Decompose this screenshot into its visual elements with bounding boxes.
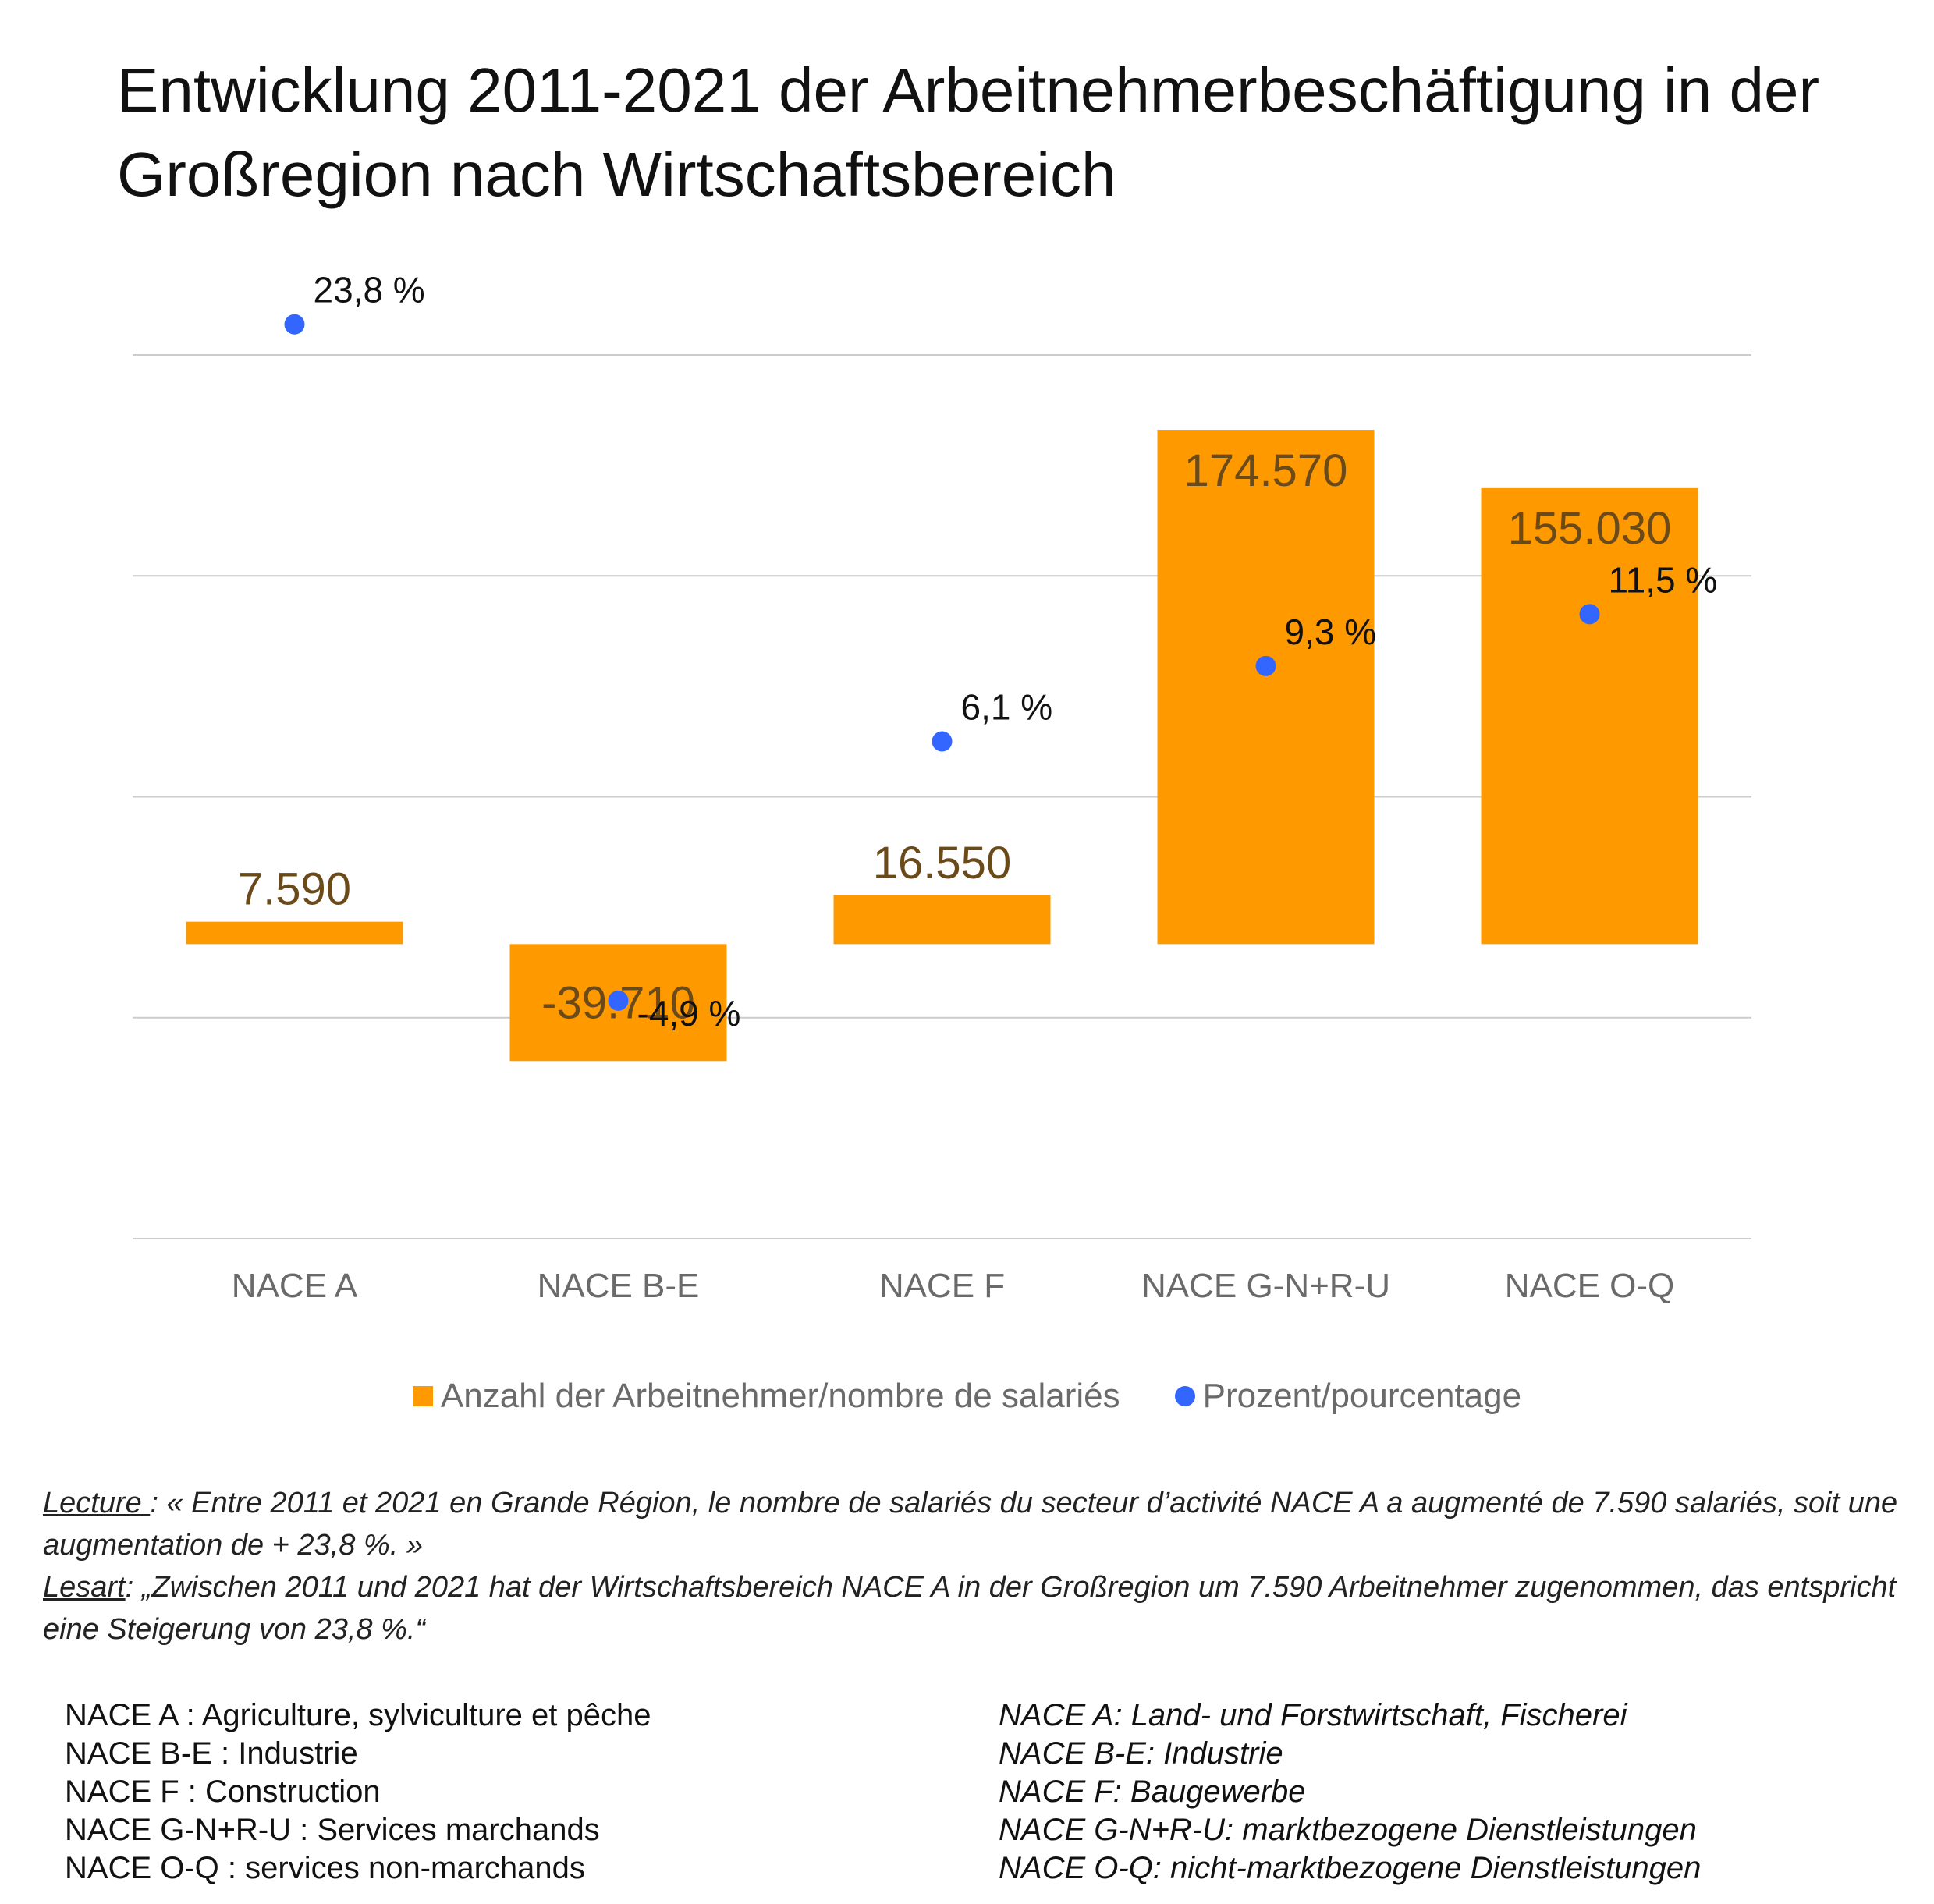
- bar: [1481, 487, 1698, 945]
- bar: [833, 895, 1051, 945]
- bar: [1157, 430, 1375, 945]
- reading-fr: Lecture : « Entre 2011 et 2021 en Grande…: [43, 1482, 1915, 1566]
- definition-fr: NACE G-N+R-U : Services marchands: [65, 1813, 600, 1847]
- definitions-de: NACE A: Land- und Forstwirtschaft, Fisch…: [999, 1697, 1701, 1888]
- category-label: NACE G-N+R-U: [1141, 1267, 1390, 1305]
- legend-item-employees[interactable]: Anzahl der Arbeitnehmer/nombre de salari…: [412, 1377, 1120, 1416]
- definition-de: NACE F: Baugewerbe: [999, 1775, 1306, 1809]
- legend: Anzahl der Arbeitnehmer/nombre de salari…: [0, 1373, 1934, 1420]
- reading-de: Lesart: „Zwischen 2011 und 2021 hat der …: [43, 1566, 1915, 1650]
- legend-swatch-dot: [1174, 1386, 1195, 1406]
- percent-point: [284, 314, 305, 335]
- legend-label-employees: Anzahl der Arbeitnehmer/nombre de salari…: [440, 1377, 1120, 1415]
- bar-value-label: 16.550: [873, 838, 1011, 888]
- bar-value-label: 155.030: [1508, 503, 1672, 554]
- definition-de: NACE B-E: Industrie: [999, 1736, 1283, 1771]
- bar-value-label: 7.590: [238, 864, 351, 915]
- legend-swatch-bar: [412, 1386, 433, 1406]
- percent-point: [1579, 604, 1600, 625]
- percent-value-label: 9,3 %: [1285, 612, 1377, 652]
- legend-item-percent[interactable]: Prozent/pourcentage: [1174, 1377, 1522, 1416]
- reading-de-text: : „Zwischen 2011 und 2021 hat der Wirtsc…: [43, 1571, 1897, 1646]
- definition-fr: NACE A : Agriculture, sylviculture et pê…: [65, 1698, 651, 1732]
- bar-value-label: 174.570: [1184, 445, 1348, 496]
- category-axis-labels: NACE A NACE B-E NACE F NACE G-N+R-U NACE O-Q: [232, 1267, 1674, 1305]
- percent-series: [284, 314, 1600, 1011]
- percent-data-labels: 23,8 % -4,9 % 6,1 % 9,3 % 11,5 %: [314, 270, 1718, 1034]
- percent-point: [608, 990, 629, 1011]
- reading-note: Lecture : « Entre 2011 et 2021 en Grande…: [43, 1482, 1915, 1650]
- definition-de: NACE G-N+R-U: marktbezogene Dienstleistu…: [999, 1813, 1697, 1847]
- category-label: NACE F: [879, 1267, 1005, 1305]
- reading-fr-label: Lecture: [43, 1487, 151, 1519]
- legend-label-percent: Prozent/pourcentage: [1202, 1377, 1522, 1415]
- percent-value-label: 23,8 %: [314, 270, 425, 310]
- definition-fr: NACE B-E : Industrie: [65, 1736, 358, 1771]
- percent-point: [932, 731, 953, 752]
- percent-value-label: 11,5 %: [1609, 559, 1718, 600]
- percent-value-label: 6,1 %: [961, 686, 1053, 727]
- definitions-fr: NACE A : Agriculture, sylviculture et pê…: [65, 1697, 651, 1888]
- definition-de: NACE A: Land- und Forstwirtschaft, Fisch…: [999, 1698, 1627, 1732]
- reading-de-label: Lesart: [43, 1571, 126, 1604]
- bar: [186, 921, 403, 945]
- bar-series: [186, 430, 1698, 1062]
- category-label: NACE B-E: [538, 1267, 700, 1305]
- definition-fr: NACE F : Construction: [65, 1775, 381, 1809]
- percent-point: [1255, 655, 1276, 676]
- percent-value-label: -4,9 %: [637, 993, 741, 1034]
- category-label: NACE A: [232, 1267, 358, 1305]
- category-label: NACE O-Q: [1505, 1267, 1675, 1305]
- definition-de: NACE O-Q: nicht-marktbezogene Dienstleis…: [999, 1851, 1702, 1885]
- reading-fr-text: : « Entre 2011 et 2021 en Grande Région,…: [43, 1487, 1898, 1562]
- chart-title: Entwicklung 2011-2021 der Arbeitnehmerbe…: [117, 55, 1820, 209]
- definition-fr: NACE O-Q : services non-marchands: [65, 1851, 585, 1885]
